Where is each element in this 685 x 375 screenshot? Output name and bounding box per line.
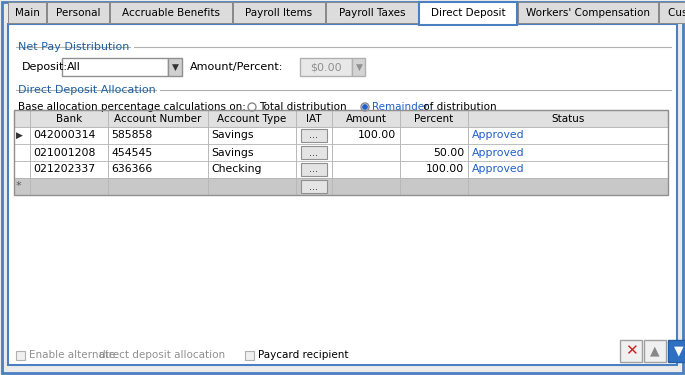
Bar xyxy=(8,2,46,23)
Bar xyxy=(110,2,232,23)
Text: Base allocation percentage calculations on:: Base allocation percentage calculations … xyxy=(18,102,246,112)
Text: Custom Fields: Custom Fields xyxy=(669,8,685,18)
Bar xyxy=(14,161,668,178)
Text: IAT: IAT xyxy=(306,114,322,123)
Text: ▶: ▶ xyxy=(16,131,23,140)
Text: ✕: ✕ xyxy=(625,344,637,358)
Text: Paycard recipient: Paycard recipient xyxy=(258,350,349,360)
Text: Approved: Approved xyxy=(472,130,525,141)
Bar xyxy=(14,110,668,127)
Text: Savings: Savings xyxy=(211,130,253,141)
Text: ...: ... xyxy=(310,165,319,174)
Text: Approved: Approved xyxy=(472,147,525,158)
Text: $0.00: $0.00 xyxy=(310,62,342,72)
Text: All: All xyxy=(67,62,81,72)
Text: Status: Status xyxy=(551,114,585,123)
Text: Percent: Percent xyxy=(414,114,453,123)
Text: Savings: Savings xyxy=(211,147,253,158)
Circle shape xyxy=(248,103,256,111)
Text: ...: ... xyxy=(310,147,319,158)
Text: Remainder: Remainder xyxy=(372,102,429,112)
Bar xyxy=(301,180,327,193)
Bar xyxy=(62,58,168,76)
Text: Bank: Bank xyxy=(56,114,82,123)
Text: Net Pay Distribution: Net Pay Distribution xyxy=(18,42,129,52)
Text: ▼: ▼ xyxy=(171,63,178,72)
Text: Personal: Personal xyxy=(55,8,100,18)
Text: Payroll Taxes: Payroll Taxes xyxy=(339,8,406,18)
Bar xyxy=(620,340,642,362)
Bar xyxy=(14,178,668,195)
Text: Account Type: Account Type xyxy=(217,114,286,123)
Text: Direct Deposit: Direct Deposit xyxy=(431,8,506,18)
Circle shape xyxy=(361,103,369,111)
Text: 021001208: 021001208 xyxy=(33,147,95,158)
Text: Checking: Checking xyxy=(211,165,262,174)
Text: Amount/Percent:: Amount/Percent: xyxy=(190,62,284,72)
Text: 454545: 454545 xyxy=(111,147,152,158)
Text: Approved: Approved xyxy=(472,165,525,174)
Bar xyxy=(659,2,685,23)
Text: Workers' Compensation: Workers' Compensation xyxy=(526,8,650,18)
Bar xyxy=(301,146,327,159)
Bar xyxy=(14,144,668,161)
Bar xyxy=(644,340,666,362)
Text: of distribution: of distribution xyxy=(420,102,497,112)
Text: Account Number: Account Number xyxy=(114,114,201,123)
Text: direct deposit allocation: direct deposit allocation xyxy=(99,350,225,360)
Text: 50.00: 50.00 xyxy=(433,147,464,158)
Text: Main: Main xyxy=(14,8,40,18)
Text: Total distribution: Total distribution xyxy=(259,102,347,112)
Bar xyxy=(301,129,327,142)
Text: ▲: ▲ xyxy=(650,345,660,357)
Bar xyxy=(668,340,685,362)
Text: ▼: ▼ xyxy=(356,63,362,72)
Bar xyxy=(326,2,418,23)
Text: ...: ... xyxy=(310,182,319,192)
Bar xyxy=(14,127,668,144)
Text: *: * xyxy=(16,182,22,192)
Text: Payroll Items: Payroll Items xyxy=(245,8,312,18)
Bar xyxy=(245,351,254,360)
Text: 042000314: 042000314 xyxy=(33,130,95,141)
Bar xyxy=(168,58,182,76)
Text: Deposit:: Deposit: xyxy=(22,62,68,72)
Bar xyxy=(419,2,517,25)
Bar xyxy=(233,2,325,23)
Bar xyxy=(14,110,668,195)
Text: Amount: Amount xyxy=(345,114,386,123)
Circle shape xyxy=(363,105,367,109)
Bar xyxy=(47,2,109,23)
Text: 636366: 636366 xyxy=(111,165,152,174)
Text: Accruable Benefits: Accruable Benefits xyxy=(122,8,220,18)
Text: 021202337: 021202337 xyxy=(33,165,95,174)
Bar xyxy=(300,58,352,76)
Text: Direct Deposit Allocation: Direct Deposit Allocation xyxy=(18,85,155,95)
Text: 585858: 585858 xyxy=(111,130,152,141)
Text: Enable alternate: Enable alternate xyxy=(29,350,119,360)
Text: ▼: ▼ xyxy=(674,345,684,357)
Text: 100.00: 100.00 xyxy=(426,165,464,174)
Bar xyxy=(16,351,25,360)
Text: 100.00: 100.00 xyxy=(358,130,396,141)
Bar xyxy=(518,2,658,23)
Text: ...: ... xyxy=(310,130,319,141)
Bar xyxy=(352,58,365,76)
Bar xyxy=(301,163,327,176)
